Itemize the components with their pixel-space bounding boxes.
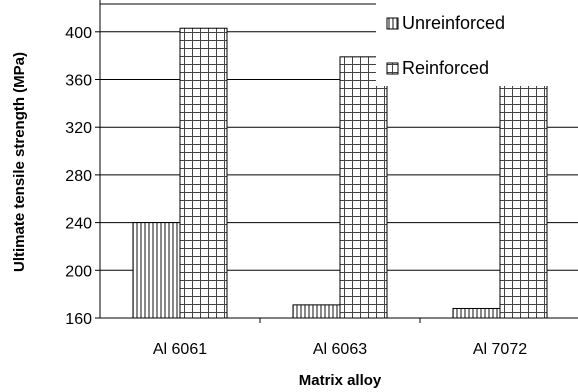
x-axis-title: Matrix alloy: [299, 372, 382, 389]
legend: Unreinforced Reinforced: [376, 0, 578, 86]
y-tick-label-320: 320: [65, 120, 92, 137]
legend-label-reinforced: Reinforced: [402, 58, 489, 78]
y-tick-label-400: 400: [65, 25, 92, 42]
y-tick-label-360: 360: [65, 73, 92, 90]
bar-unreinforced-al-6063: [292, 304, 341, 319]
y-tick-labels: 160 200 240 280 320 360 400: [65, 25, 100, 328]
bar-unreinforced-al-7072: [452, 307, 501, 319]
y-axis-title: Ultimate tensile strength (MPa): [11, 52, 28, 272]
x-tick-label-al-6061: Al 6061: [153, 341, 207, 358]
y-tick-label-160: 160: [65, 311, 92, 328]
y-tick-label-200: 200: [65, 263, 92, 280]
legend-label-unreinforced: Unreinforced: [402, 13, 505, 33]
y-tick-label-280: 280: [65, 168, 92, 185]
x-tick-label-al-6063: Al 6063: [313, 341, 367, 358]
legend-swatch-reinforced: [386, 62, 399, 75]
bar-reinforced-al-7072: [499, 77, 548, 319]
legend-swatch-unreinforced: [386, 17, 399, 30]
bars: [132, 27, 548, 319]
bar-unreinforced-al-6061: [132, 222, 181, 319]
x-tick-labels: Al 6061 Al 6063 Al 7072: [153, 318, 527, 358]
bar-reinforced-al-6061: [179, 27, 228, 319]
y-tick-label-240: 240: [65, 216, 92, 233]
x-tick-label-al-7072: Al 7072: [473, 341, 527, 358]
bar-reinforced-al-6063: [339, 56, 388, 319]
